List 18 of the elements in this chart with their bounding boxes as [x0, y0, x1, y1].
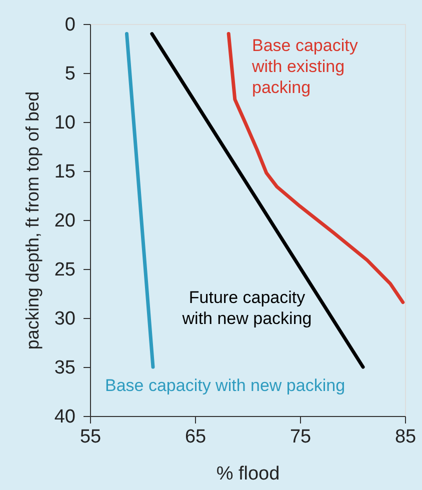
series-label: Base capacity with existing packing	[251, 36, 358, 97]
y-tick-label: 20	[54, 210, 76, 232]
y-tick-label: 30	[54, 308, 76, 330]
x-tick-label: 65	[184, 426, 206, 448]
series-label: Future capacity with new packing	[181, 288, 312, 328]
x-tick-label: 85	[394, 426, 416, 448]
x-tick-label: 55	[80, 426, 102, 448]
y-tick-label: 5	[64, 64, 76, 84]
y-axis-title: packing depth, ft from top of bed	[22, 91, 42, 350]
y-tick-label: 35	[54, 358, 76, 378]
x-axis-title: % flood	[216, 464, 280, 484]
x-tick-label: 75	[290, 426, 312, 448]
y-tick-label: 0	[64, 14, 76, 36]
y-tick-label: 40	[54, 406, 76, 428]
text: Base capacity with new packing	[105, 376, 346, 395]
y-tick-label: 15	[54, 162, 76, 182]
y-tick-label: 25	[54, 260, 76, 280]
y-tick-label: 10	[54, 112, 76, 134]
